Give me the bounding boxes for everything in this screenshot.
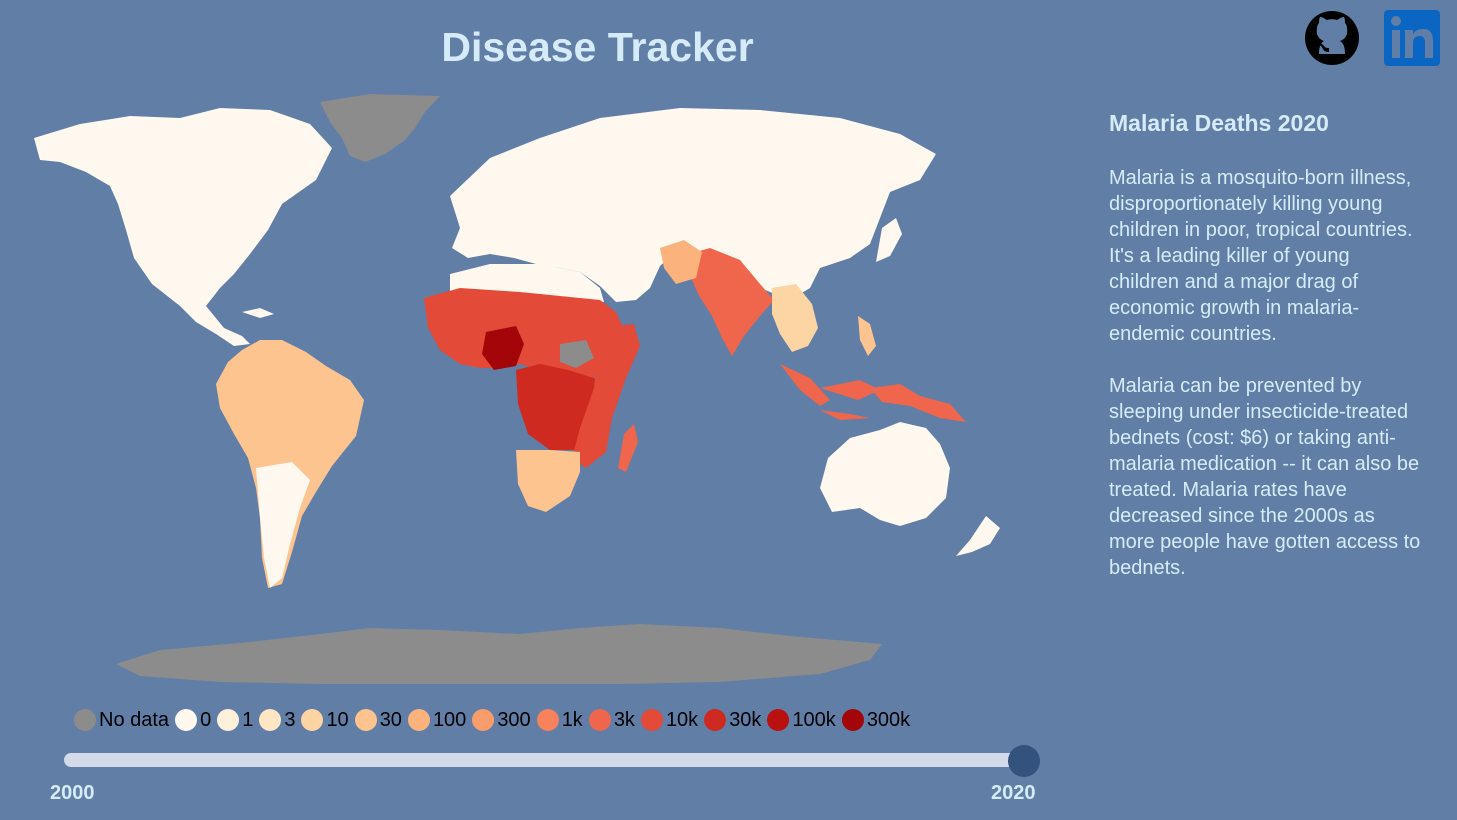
region-southern-africa[interactable] (516, 450, 580, 512)
github-link[interactable] (1304, 10, 1360, 66)
legend-swatch (74, 709, 96, 731)
info-heading: Malaria Deaths 2020 (1109, 110, 1329, 136)
legend-swatch (259, 709, 282, 731)
legend-label: 100k (792, 708, 836, 731)
region-south-asia[interactable] (682, 248, 774, 356)
region-new-zealand[interactable] (956, 516, 1000, 556)
legend-label: No data (99, 708, 170, 731)
info-panel: Malaria Deaths 2020 Malaria is a mosquit… (1109, 110, 1424, 607)
region-eurasia[interactable] (450, 108, 936, 302)
region-east-africa[interactable] (572, 324, 640, 468)
legend-label: 1k (561, 708, 583, 731)
region-greenland[interactable] (320, 94, 440, 162)
region-nigeria[interactable] (482, 326, 524, 370)
region-ethiopia[interactable] (560, 340, 594, 368)
region-australia[interactable] (820, 422, 950, 526)
slider-thumb[interactable] (1008, 745, 1040, 777)
legend: No data 0 1 3 10 30 100 300 1k 3k 10k (74, 706, 916, 734)
slider-min-label: 2000 (50, 782, 95, 804)
legend-item-3: 3 (259, 709, 295, 732)
region-japan[interactable] (876, 218, 902, 262)
legend-swatch (704, 709, 727, 731)
region-philippines[interactable] (858, 316, 876, 356)
legend-swatch (175, 709, 198, 731)
legend-swatch (841, 709, 864, 731)
legend-label: 10k (665, 708, 699, 731)
legend-item-3k: 3k (588, 708, 635, 732)
legend-label: 300 (497, 708, 531, 731)
region-southeast-asia[interactable] (772, 284, 818, 352)
legend-label: 0 (200, 708, 212, 731)
legend-label: 300k (866, 708, 911, 731)
page-title: Disease Tracker (441, 24, 754, 70)
legend-item-1: 1 (217, 709, 253, 732)
world-map-svg (34, 94, 1000, 684)
legend-item-0: 0 (175, 709, 211, 732)
info-paragraph: Malaria can be prevented by sleeping und… (1109, 375, 1421, 579)
legend-item-10: 10 (301, 708, 349, 732)
region-north-america[interactable] (34, 108, 332, 346)
region-indonesia[interactable] (780, 364, 966, 422)
slider-track[interactable] (64, 753, 1024, 767)
legend-item-100: 100 (407, 708, 467, 732)
legend-item-300: 300 (472, 708, 531, 732)
legend-swatch (767, 709, 790, 731)
legend-swatch (301, 709, 324, 731)
legend-item-10k: 10k (640, 708, 699, 732)
slider-max-label: 2020 (991, 782, 1036, 804)
legend-item-300k: 300k (841, 708, 911, 732)
legend-label: 1 (242, 708, 254, 731)
legend-swatch (536, 709, 559, 731)
legend-label: 30k (729, 708, 762, 731)
year-slider[interactable] (64, 745, 1040, 777)
legend-label: 3 (284, 708, 296, 731)
legend-item-no-data: No data (74, 709, 169, 732)
linkedin-link[interactable] (1384, 10, 1440, 66)
legend-label: 100 (432, 708, 467, 731)
region-madagascar[interactable] (618, 424, 638, 472)
legend-swatch (407, 709, 430, 731)
region-southwest-asia[interactable] (660, 240, 702, 284)
world-map (20, 88, 1060, 693)
legend-item-30: 30 (354, 708, 402, 732)
region-antarctica[interactable] (116, 624, 882, 684)
linkedin-icon (1384, 10, 1440, 66)
region-caribbean[interactable] (242, 308, 274, 318)
legend-item-100k: 100k (767, 708, 836, 732)
legend-item-30k: 30k (704, 709, 761, 732)
region-southern-cone[interactable] (256, 462, 310, 588)
legend-swatch (640, 709, 663, 731)
legend-label: 30 (379, 708, 402, 731)
legend-label: 10 (326, 708, 349, 731)
legend-swatch (588, 709, 611, 731)
github-icon (1305, 11, 1359, 65)
legend-label: 3k (613, 708, 635, 731)
legend-swatch (354, 709, 377, 731)
legend-item-1k: 1k (536, 708, 583, 732)
legend-swatch (472, 709, 495, 731)
info-paragraph: Malaria is a mosquito-born illness, disp… (1109, 167, 1413, 345)
legend-swatch (217, 709, 240, 731)
